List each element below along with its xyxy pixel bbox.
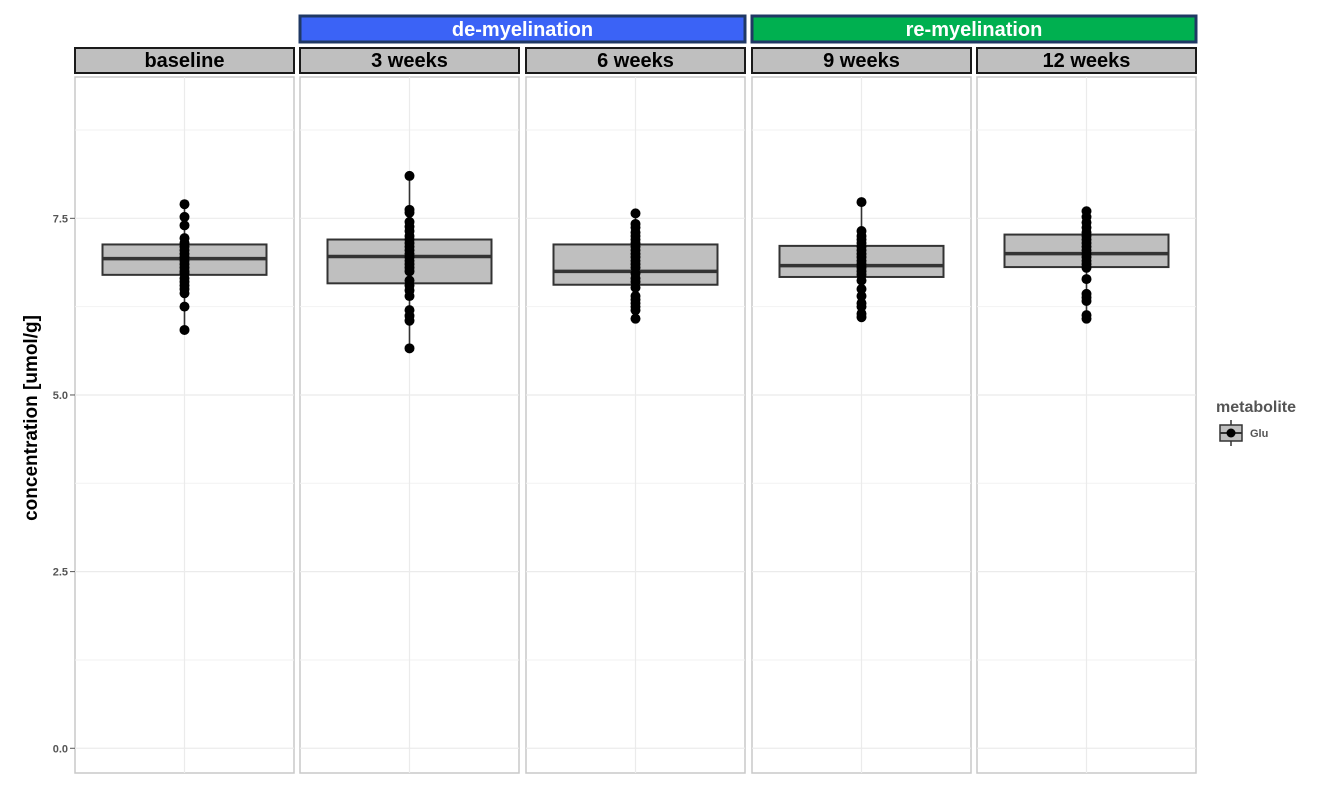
y-tick-label: 0.0	[53, 743, 68, 755]
data-point	[404, 291, 415, 302]
data-point	[179, 301, 190, 312]
y-axis-label: concentration [umol/g]	[21, 315, 42, 521]
facet-strip-label: 6 weeks	[597, 50, 674, 72]
data-point	[856, 312, 867, 323]
group-strip-background	[298, 14, 747, 44]
data-point	[179, 220, 190, 231]
facet-group-strips: de-myelination re-myelination	[298, 14, 1198, 44]
facet-strip	[751, 47, 972, 74]
data-point	[404, 343, 415, 354]
y-tick-label: 7.5	[53, 213, 68, 225]
legend: metabolite Glu	[1216, 399, 1296, 446]
facet-panel: baseline	[74, 47, 295, 774]
legend-title: metabolite	[1216, 399, 1296, 416]
data-point	[856, 283, 867, 294]
group-strip-label: re-myelination	[906, 19, 1043, 41]
facet-panels: baseline 3 weeks 6 weeks 9 weeks 12 weeks	[74, 47, 1197, 774]
group-strip: re-myelination	[750, 14, 1198, 44]
data-point	[1081, 313, 1092, 324]
facet-strip-label: 9 weeks	[823, 50, 900, 72]
facet-strip-label: baseline	[144, 50, 224, 72]
data-point	[404, 266, 415, 277]
data-point	[630, 282, 641, 293]
data-point	[404, 170, 415, 181]
data-point	[630, 313, 641, 324]
group-strip: de-myelination	[298, 14, 747, 44]
facet-strip	[525, 47, 746, 74]
group-strip-label: de-myelination	[452, 19, 593, 41]
legend-key	[1219, 420, 1243, 446]
facet-strip	[299, 47, 520, 74]
data-point	[404, 315, 415, 326]
data-point	[1081, 262, 1092, 273]
facet-strip	[74, 47, 295, 74]
data-point	[179, 324, 190, 335]
data-point	[179, 288, 190, 299]
legend-key-point	[1226, 428, 1236, 438]
data-point	[179, 199, 190, 210]
facet-strip	[976, 47, 1197, 74]
group-strip-background	[750, 14, 1198, 44]
data-point	[1081, 274, 1092, 285]
y-tick-label: 2.5	[53, 567, 68, 579]
facet-strip-label: 3 weeks	[371, 50, 448, 72]
data-point	[856, 197, 867, 208]
facet-panel: 12 weeks	[976, 47, 1197, 774]
data-point	[630, 208, 641, 219]
facet-panel: 9 weeks	[751, 47, 972, 774]
y-tick-label: 5.0	[53, 390, 68, 402]
data-point	[630, 305, 641, 316]
legend-label: Glu	[1250, 428, 1268, 440]
data-point	[856, 291, 867, 302]
facet-strip-label: 12 weeks	[1043, 50, 1131, 72]
y-axis: 0.0 2.5 5.0 7.5	[53, 213, 75, 755]
data-point	[856, 301, 867, 312]
facet-panel: 6 weeks	[525, 47, 746, 774]
data-point	[404, 207, 415, 218]
facet-panel: 3 weeks	[299, 47, 520, 774]
data-point	[1081, 295, 1092, 306]
data-point	[856, 275, 867, 286]
data-point	[179, 211, 190, 222]
